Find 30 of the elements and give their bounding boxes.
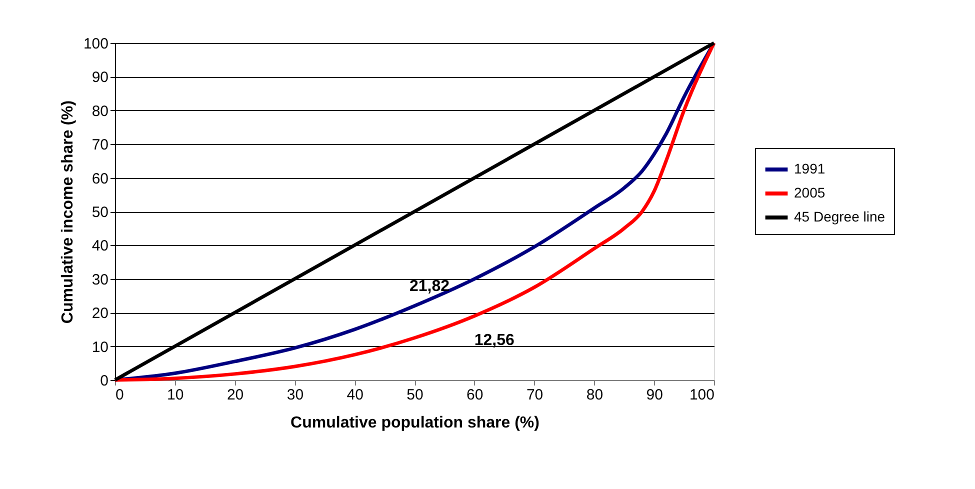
x-axis-title: Cumulative population share (%) bbox=[290, 414, 540, 432]
annotation: 21,82 bbox=[409, 278, 450, 295]
y-tick-label: 20 bbox=[92, 305, 108, 322]
x-tick-label: 0 bbox=[116, 386, 124, 404]
y-tick-label: 100 bbox=[83, 36, 108, 52]
x-tick-label: 80 bbox=[586, 386, 604, 404]
y-axis-title: Cumulative income share (%) bbox=[59, 100, 76, 324]
legend-label: 2005 bbox=[794, 184, 826, 200]
x-tick-label: 40 bbox=[346, 386, 364, 404]
y-tick-label: 70 bbox=[92, 136, 108, 154]
line-series bbox=[113, 41, 716, 382]
x-tick-label: 70 bbox=[526, 386, 544, 404]
y-tick-label: 50 bbox=[92, 204, 108, 221]
y-tick-label: 90 bbox=[92, 69, 108, 86]
x-tick-label: 20 bbox=[226, 386, 244, 404]
x-tick-label: 10 bbox=[167, 386, 184, 404]
y-tick-label: 0 bbox=[100, 372, 108, 390]
x-tick-label: 100 bbox=[689, 386, 714, 404]
legend-label: 45 Degree line bbox=[794, 208, 886, 224]
y-tick-label: 80 bbox=[92, 102, 108, 120]
x-tick-label: 60 bbox=[466, 386, 484, 404]
y-tick-label: 30 bbox=[92, 271, 108, 288]
annotation: 12,56 bbox=[474, 332, 515, 349]
y-tick-label: 40 bbox=[92, 238, 108, 255]
x-tick-label: 90 bbox=[646, 386, 663, 404]
x-tick-label: 30 bbox=[286, 386, 304, 404]
y-tick-label: 10 bbox=[92, 338, 108, 356]
x-tick-label: 50 bbox=[406, 386, 424, 404]
legend-label: 1991 bbox=[794, 160, 826, 176]
y-tick-label: 60 bbox=[92, 170, 108, 188]
